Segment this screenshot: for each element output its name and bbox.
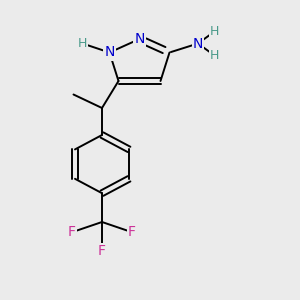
Text: H: H [210,49,219,62]
Text: H: H [210,25,219,38]
Text: F: F [98,244,106,258]
Text: H: H [78,37,87,50]
Text: F: F [68,225,76,239]
Text: N: N [104,46,115,59]
Text: N: N [134,32,145,46]
Text: N: N [193,37,203,50]
Text: F: F [128,225,136,239]
